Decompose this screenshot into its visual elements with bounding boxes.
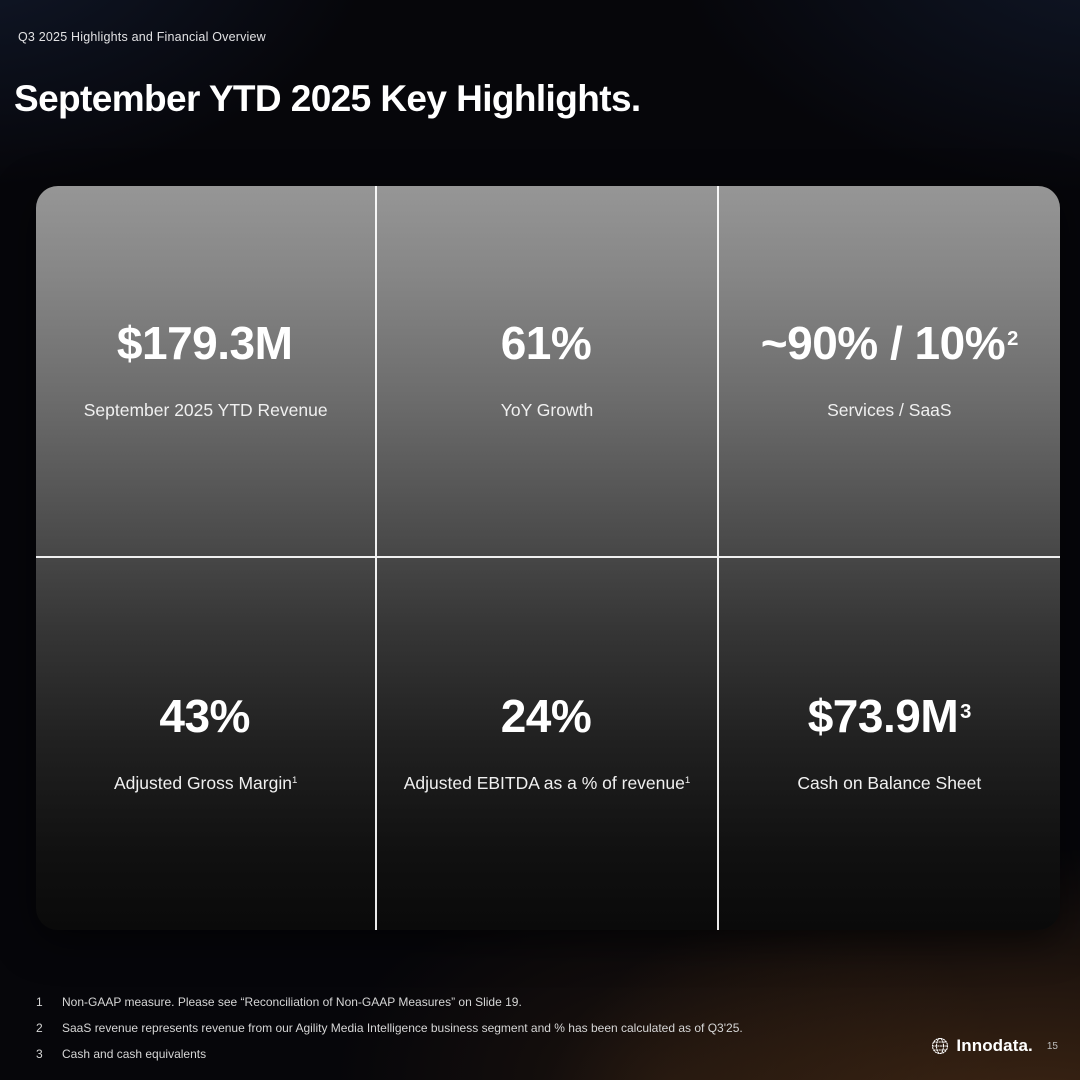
metric-value-text: 43% <box>159 690 250 743</box>
metric-label-text: September 2025 YTD Revenue <box>83 400 328 421</box>
metric-value: 61% <box>501 320 594 366</box>
metric-label-superscript: 1 <box>684 775 691 787</box>
metric-cell-cash-balance: $73.9M3 Cash on Balance Sheet <box>719 558 1060 930</box>
metric-value-text: $179.3M <box>116 317 293 370</box>
metric-label-superscript: 1 <box>291 775 298 787</box>
footnote-number: 3 <box>36 1047 43 1062</box>
metric-value: 43% <box>159 693 252 739</box>
footnote-text: Cash and cash equivalents <box>62 1047 207 1062</box>
metric-label: YoY Growth <box>501 400 593 422</box>
metric-cell-revenue: $179.3M September 2025 YTD Revenue <box>36 186 378 558</box>
slide-eyebrow: Q3 2025 Highlights and Financial Overvie… <box>18 30 266 44</box>
footnotes: 1 Non-GAAP measure. Please see “Reconcil… <box>36 995 796 1075</box>
footnote: 2 SaaS revenue represents revenue from o… <box>36 1021 796 1036</box>
footnote: 3 Cash and cash equivalents <box>36 1048 796 1061</box>
metric-value-text: 61% <box>500 317 592 370</box>
metric-value-text: $73.9M <box>807 690 959 743</box>
metric-value-text: 24% <box>500 690 592 743</box>
highlights-grid: $179.3M September 2025 YTD Revenue 61% Y… <box>36 186 1060 930</box>
footnote-text: SaaS revenue represents revenue from our… <box>62 1021 743 1036</box>
footnote-number: 1 <box>36 995 43 1009</box>
metric-cell-adjusted-ebitda: 24% Adjusted EBITDA as a % of revenue1 <box>377 558 719 930</box>
metric-cell-services-saas: ~90% / 10%2 Services / SaaS <box>718 186 1060 558</box>
footer-brand: Innodata. 15 <box>930 1036 1058 1056</box>
metric-label-text: Services / SaaS <box>827 400 952 421</box>
metric-value-superscript: 2 <box>1007 328 1018 351</box>
metric-label: Adjusted EBITDA as a % of revenue1 <box>404 773 691 795</box>
metric-label-text: YoY Growth <box>500 400 594 421</box>
metric-label-text: Cash on Balance Sheet <box>797 773 982 794</box>
footnote: 1 Non-GAAP measure. Please see “Reconcil… <box>36 995 796 1009</box>
metric-label: Adjusted Gross Margin1 <box>114 773 297 795</box>
page-title: September YTD 2025 Key Highlights. <box>14 78 641 119</box>
metric-label-text: Adjusted Gross Margin <box>113 773 292 794</box>
innodata-logo: Innodata. <box>930 1036 1033 1056</box>
footnote-text: Non-GAAP measure. Please see “Reconcilia… <box>62 995 522 1009</box>
metric-value: $73.9M3 <box>807 690 972 743</box>
metric-value: $179.3M <box>117 320 295 366</box>
metric-value-superscript: 3 <box>960 701 971 724</box>
metric-label: Cash on Balance Sheet <box>797 773 981 795</box>
metric-label: September 2025 YTD Revenue <box>84 400 328 422</box>
metric-cell-gross-margin: 43% Adjusted Gross Margin1 <box>36 558 378 930</box>
metric-cell-yoy-growth: 61% YoY Growth <box>377 186 719 558</box>
metric-value: 24% <box>501 693 594 739</box>
brand-name: Innodata. <box>956 1036 1033 1055</box>
metric-label-text: Adjusted EBITDA as a % of revenue <box>403 773 685 794</box>
metric-value: ~90% / 10%2 <box>760 317 1019 370</box>
metric-label: Services / SaaS <box>827 400 952 422</box>
footnote-number: 2 <box>36 1021 43 1036</box>
metric-value-text: ~90% / 10% <box>760 317 1006 370</box>
innodata-globe-icon <box>930 1036 950 1056</box>
page-number: 15 <box>1046 1040 1058 1052</box>
